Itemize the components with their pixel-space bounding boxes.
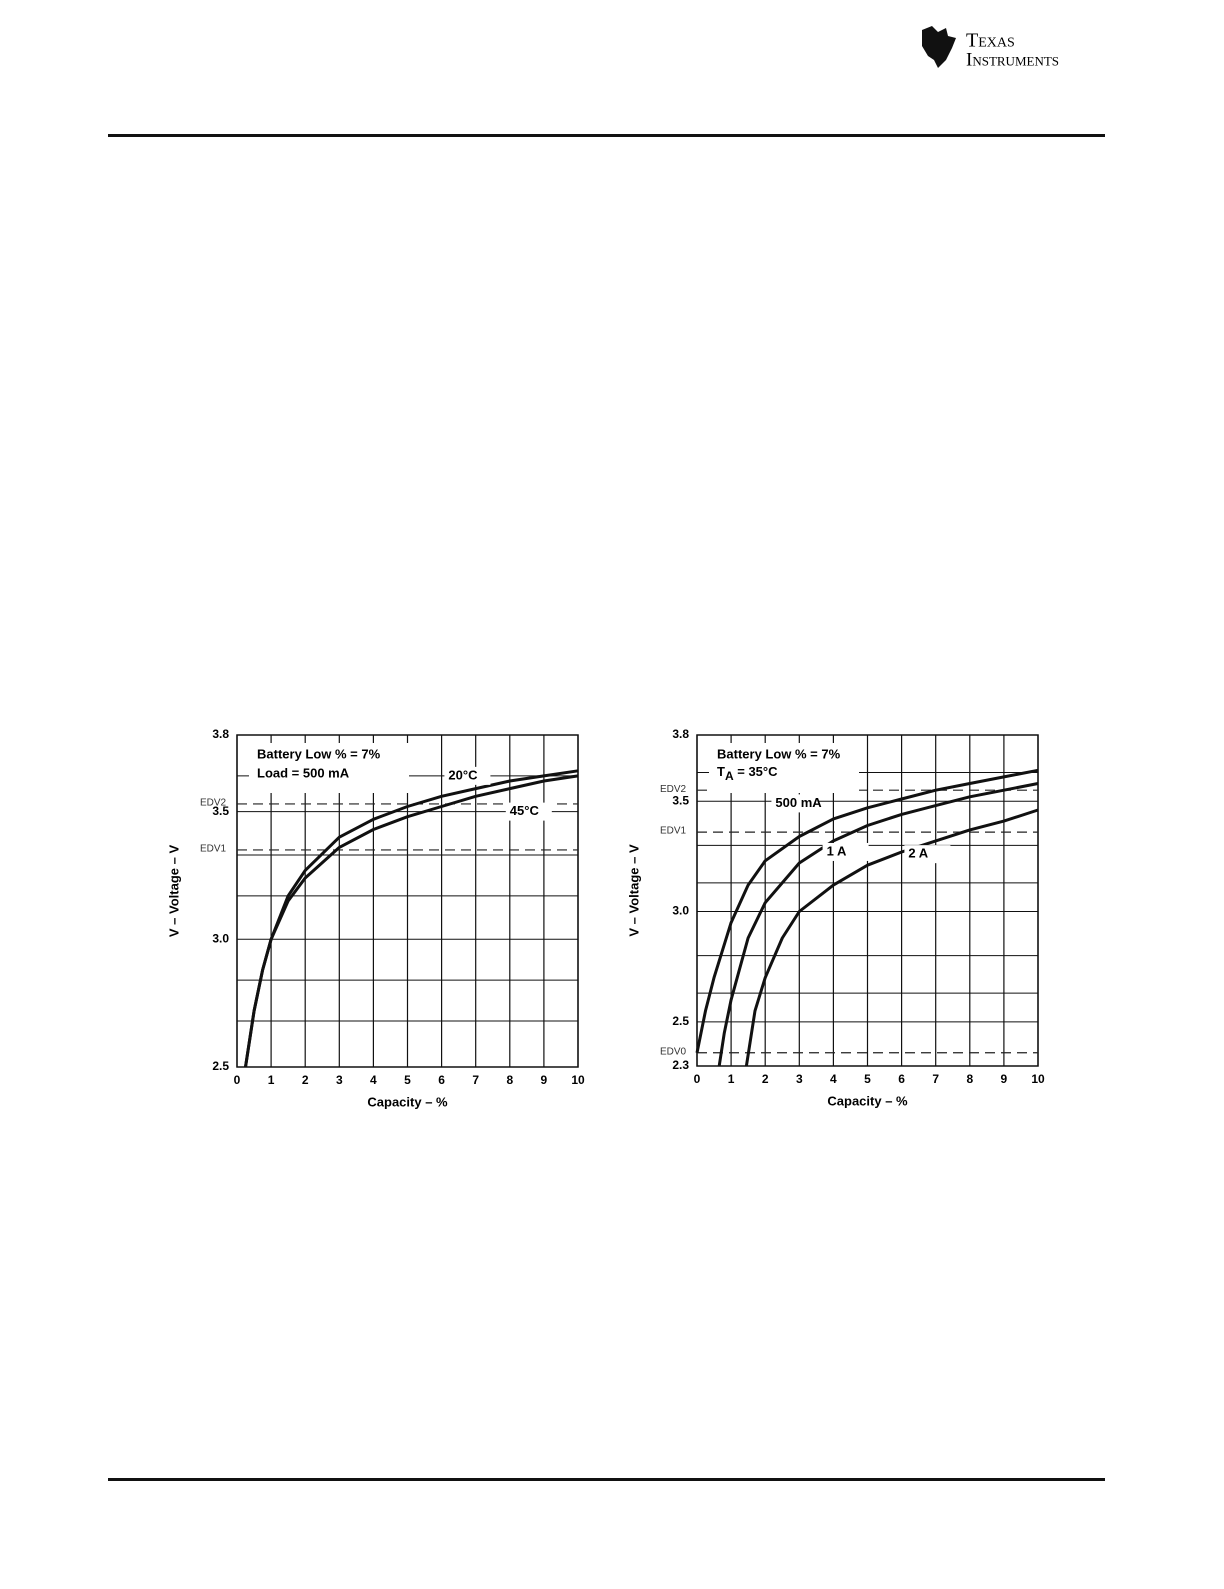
series-label-bg xyxy=(444,766,491,785)
x-tick-label: 0 xyxy=(234,1073,241,1087)
x-tick-label: 1 xyxy=(268,1073,275,1087)
series-line xyxy=(744,808,1039,1067)
x-tick-label: 8 xyxy=(506,1073,513,1087)
x-tick-label: 2 xyxy=(302,1073,309,1087)
x-tick-label: 10 xyxy=(1031,1072,1045,1086)
x-tick-label: 8 xyxy=(966,1072,973,1086)
x-tick-label: 7 xyxy=(932,1072,939,1086)
x-tick-label: 5 xyxy=(864,1072,871,1086)
y-tick-label: 2.5 xyxy=(212,1059,229,1073)
series-label: 20°C xyxy=(448,767,478,782)
series-label: 500 mA xyxy=(775,795,822,810)
footer-rule xyxy=(108,1478,1105,1481)
y-tick-label: 3.5 xyxy=(212,804,229,818)
series-label-bg xyxy=(904,845,951,864)
annotation-part: A xyxy=(725,769,734,783)
y-tick-label: 3.0 xyxy=(672,904,689,918)
x-tick-label: 9 xyxy=(541,1073,548,1087)
y-tick-label: 2.3 xyxy=(672,1058,689,1072)
annotation: Load = 500 mA xyxy=(257,765,350,780)
series-line xyxy=(244,774,579,1068)
chart: 0 1 2 3 4 5 6 7 8 9 10 2.5 3.0 3.5 3.8 EDV2 EDV1 Battery … xyxy=(166,727,585,1109)
series-label-bg xyxy=(822,842,869,861)
chart: 0 1 2 3 4 5 6 7 8 9 10 2.3 2.5 3.0 3.5 3.8 EDV2 EDV1 EDV0 B… xyxy=(626,727,1045,1108)
series-label-bg xyxy=(505,802,552,821)
x-tick-label: 7 xyxy=(472,1073,479,1087)
series-label: 2 A xyxy=(908,846,928,861)
series-label: 1 A xyxy=(827,843,847,858)
x-tick-label: 6 xyxy=(438,1073,445,1087)
x-tick-label: 4 xyxy=(370,1073,377,1087)
y-tick-label: 2.5 xyxy=(672,1014,689,1028)
series-line xyxy=(717,782,1039,1067)
x-tick-label: 0 xyxy=(694,1072,701,1086)
x-tick-label: 2 xyxy=(762,1072,769,1086)
x-tick-label: 4 xyxy=(830,1072,837,1086)
annotation: Battery Low % = 7% xyxy=(257,746,381,761)
series-label: 45°C xyxy=(510,803,540,818)
x-axis-label: Capacity – % xyxy=(827,1093,908,1108)
threshold-label: EDV0 xyxy=(660,1046,687,1057)
x-tick-label: 5 xyxy=(404,1073,411,1087)
plot-frame xyxy=(236,734,579,1068)
logo-text: Texas xyxy=(966,30,1015,52)
x-tick-label: 10 xyxy=(571,1073,585,1087)
logo-text: Instruments xyxy=(966,49,1059,70)
annotation-bg xyxy=(249,743,409,793)
y-tick-label: 3.5 xyxy=(672,793,689,807)
threshold-label: EDV1 xyxy=(200,844,227,855)
threshold-label: EDV2 xyxy=(660,784,687,795)
plot-frame xyxy=(696,734,1039,1067)
annotation-part: = 35°C xyxy=(734,764,778,779)
x-tick-label: 6 xyxy=(898,1072,905,1086)
annotation: TA = 35°C xyxy=(717,764,778,783)
x-tick-label: 3 xyxy=(796,1072,803,1086)
x-axis-label: Capacity – % xyxy=(367,1094,448,1109)
annotation: Battery Low % = 7% xyxy=(717,746,841,761)
y-tick-label: 3.8 xyxy=(212,727,229,741)
y-axis-label: V – Voltage – V xyxy=(166,845,181,938)
annotation-part: T xyxy=(717,764,725,779)
threshold-label: EDV2 xyxy=(200,798,227,809)
series-line xyxy=(695,768,1039,1054)
logo-icon xyxy=(922,26,956,68)
y-axis-label: V – Voltage – V xyxy=(626,844,641,937)
threshold-label: EDV1 xyxy=(660,826,687,837)
annotation-bg xyxy=(709,743,859,793)
x-tick-label: 1 xyxy=(728,1072,735,1086)
y-tick-label: 3.0 xyxy=(212,931,229,945)
ti-logo: Texas Instruments xyxy=(922,26,1059,70)
series-label-bg xyxy=(771,794,818,813)
y-tick-label: 3.8 xyxy=(672,727,689,741)
x-tick-label: 3 xyxy=(336,1073,343,1087)
x-tick-label: 9 xyxy=(1001,1072,1008,1086)
header-rule xyxy=(108,134,1105,137)
